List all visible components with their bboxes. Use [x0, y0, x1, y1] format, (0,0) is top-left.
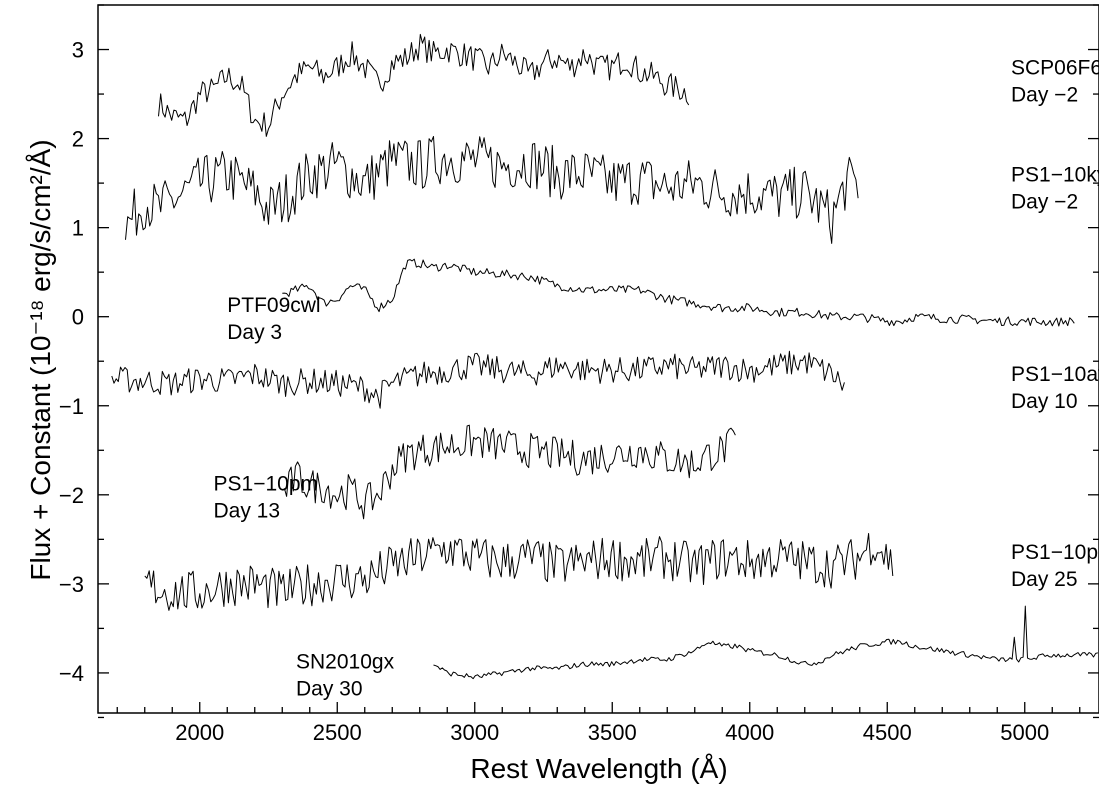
x-tick-label: 2500: [313, 720, 362, 745]
x-tick-label: 2000: [175, 720, 224, 745]
series-name-label: SCP06F6: [1011, 56, 1099, 79]
series-name-label: PS1−10pm: [1011, 541, 1099, 564]
series-day-label: Day 10: [1011, 390, 1078, 413]
axis-ticks: 2000 2500 3000 3500 4000 4500 5000 3 2 1 0 −1 −2 −3 −4: [59, 4, 1099, 745]
series-day-label: Day 3: [227, 321, 282, 344]
y-tick-label: 3: [72, 38, 84, 63]
series-name-label: PS1−10ky: [1011, 163, 1099, 186]
spectrum-line: [144, 533, 894, 611]
series-name-label: PTF09cwl: [227, 294, 320, 317]
y-tick-label: −3: [59, 572, 84, 597]
spectrum-line: [282, 258, 1075, 327]
series-name-label: SN2010gx: [296, 650, 395, 673]
spectrum-line: [111, 350, 845, 409]
y-tick-label: 2: [72, 127, 84, 152]
x-tick-label: 4000: [725, 720, 774, 745]
spectrum-line: [125, 136, 859, 244]
plot-frame: [97, 4, 1099, 714]
y-tick-label: −2: [59, 483, 84, 508]
series-day-label: Day −2: [1011, 83, 1078, 106]
y-tick-label: 1: [72, 216, 84, 241]
spectrum-line: [158, 33, 690, 137]
series-day-label: Day 30: [296, 677, 363, 700]
x-tick-label: 3500: [588, 720, 637, 745]
y-tick-label: 0: [72, 305, 84, 330]
x-axis-label: Rest Wavelength (Å): [470, 753, 727, 784]
series-day-label: Day 13: [214, 499, 281, 522]
series-day-label: Day 25: [1011, 568, 1078, 591]
spectrum-line: [433, 605, 1099, 680]
x-tick-label: 3000: [450, 720, 499, 745]
y-tick-label: −4: [59, 661, 84, 686]
y-axis-label: Flux + Constant (10⁻¹⁸ erg/s/cm²/Å): [25, 139, 56, 580]
plot-frame-rect: [97, 4, 1099, 714]
spectrum-line: [281, 424, 736, 520]
spectra-lines: [111, 33, 1099, 680]
x-tick-label: 4500: [863, 720, 912, 745]
y-tick-label: −1: [59, 394, 84, 419]
spectra-annotations: SCP06F6 Day −2 PS1−10ky Day −2 PTF09cwl Day 3…: [214, 56, 1099, 700]
series-name-label: PS1−10pm: [214, 472, 319, 495]
x-tick-label: 5000: [1000, 720, 1049, 745]
series-day-label: Day −2: [1011, 190, 1078, 213]
series-name-label: PS1−10awh: [1011, 363, 1099, 386]
